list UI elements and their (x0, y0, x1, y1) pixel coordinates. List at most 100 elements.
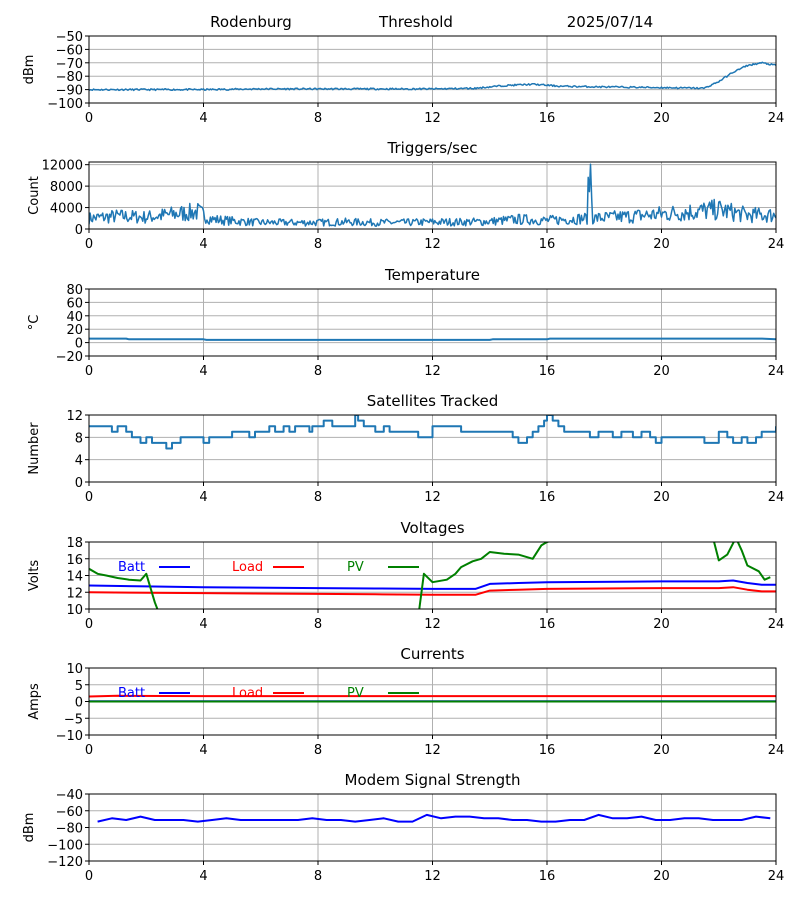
x-tick-label: 0 (85, 111, 93, 126)
y-tick-label: −80 (56, 70, 83, 85)
y-tick-label: 4 (75, 454, 83, 469)
y-tick-label: −70 (56, 57, 83, 72)
x-tick-label: 20 (653, 364, 670, 379)
x-tick-label: 12 (424, 743, 441, 758)
x-tick-label: 24 (768, 869, 785, 884)
x-tick-label: 16 (539, 617, 556, 632)
y-tick-label: 14 (66, 570, 83, 585)
y-tick-label: 0 (75, 696, 83, 711)
x-tick-label: 4 (199, 364, 207, 379)
series-line-load (89, 586, 776, 596)
y-tick-label: 8000 (50, 180, 83, 195)
y-axis-label: dBm (22, 55, 37, 85)
y-axis-label: Number (27, 422, 42, 475)
x-tick-label: 20 (653, 869, 670, 884)
y-axis-label: Amps (27, 683, 42, 720)
x-tick-label: 24 (768, 743, 785, 758)
x-tick-label: 20 (653, 490, 670, 505)
y-tick-label: −50 (56, 30, 83, 45)
y-tick-label: −10 (56, 729, 83, 744)
x-tick-label: 12 (424, 617, 441, 632)
x-tick-label: 16 (539, 237, 556, 252)
x-tick-label: 12 (424, 364, 441, 379)
y-tick-label: 12 (66, 409, 83, 424)
y-tick-label: −80 (56, 822, 83, 837)
y-tick-label: 0 (75, 337, 83, 352)
y-tick-label: −90 (56, 84, 83, 99)
series-group (89, 542, 776, 609)
series-line-triggers-0 (89, 163, 776, 227)
y-tick-label: 10 (66, 662, 83, 677)
trigger-mode: Threshold (378, 13, 453, 31)
x-tick-label: 4 (199, 111, 207, 126)
series-line-temperature-0 (89, 337, 776, 341)
x-tick-label: 4 (199, 617, 207, 632)
series-group (89, 61, 776, 92)
series-group (89, 415, 776, 450)
y-tick-label: 5 (75, 679, 83, 694)
x-tick-label: 4 (199, 743, 207, 758)
x-tick-label: 24 (768, 490, 785, 505)
x-tick-label: 16 (539, 869, 556, 884)
x-tick-label: 12 (424, 237, 441, 252)
x-tick-label: 0 (85, 869, 93, 884)
x-tick-label: 20 (653, 237, 670, 252)
x-tick-label: 12 (424, 490, 441, 505)
x-tick-label: 0 (85, 490, 93, 505)
y-tick-label: 0 (75, 476, 83, 491)
y-tick-label: 12000 (42, 159, 83, 174)
y-tick-label: 60 (66, 296, 83, 311)
x-tick-label: 16 (539, 743, 556, 758)
y-tick-label: 40 (66, 310, 83, 325)
y-axis-label: Volts (27, 560, 42, 592)
x-tick-label: 8 (314, 111, 322, 126)
y-tick-label: 16 (66, 553, 83, 568)
panel-title: Voltages (400, 519, 464, 537)
x-tick-label: 16 (539, 490, 556, 505)
y-tick-label: −120 (47, 855, 83, 870)
station-name: Rodenburg (210, 13, 292, 31)
x-tick-label: 24 (768, 111, 785, 126)
x-tick-label: 24 (768, 617, 785, 632)
x-tick-label: 4 (199, 490, 207, 505)
y-tick-label: −40 (56, 788, 83, 803)
legend-label-pv: PV (347, 560, 364, 575)
y-tick-label: −100 (47, 97, 83, 112)
x-tick-label: 20 (653, 111, 670, 126)
x-tick-label: 20 (653, 617, 670, 632)
x-tick-label: 0 (85, 617, 93, 632)
x-tick-label: 16 (539, 364, 556, 379)
x-tick-label: 24 (768, 237, 785, 252)
series-line-pv (89, 542, 771, 609)
series-line-batt (89, 579, 776, 590)
legend-label-load: Load (232, 560, 263, 575)
x-tick-label: 8 (314, 617, 322, 632)
series-line-satellites-0 (89, 415, 776, 450)
x-tick-label: 4 (199, 869, 207, 884)
legend-label-load: Load (232, 686, 263, 701)
series-group (97, 813, 771, 823)
x-tick-label: 16 (539, 111, 556, 126)
x-tick-label: 8 (314, 237, 322, 252)
panel-modem: 0 4 8 12 16 20 24 −120 −100−80 −60 −40 Modem Signal… (22, 771, 784, 884)
x-tick-label: 12 (424, 869, 441, 884)
x-tick-label: 12 (424, 111, 441, 126)
x-tick-label: 0 (85, 364, 93, 379)
y-tick-label: −60 (56, 43, 83, 58)
y-tick-label: −60 (56, 805, 83, 820)
x-tick-label: 0 (85, 743, 93, 758)
series-group (89, 694, 776, 703)
x-tick-label: 8 (314, 743, 322, 758)
series-line-modem-0 (97, 813, 771, 823)
x-tick-label: 8 (314, 869, 322, 884)
series-line-load (89, 694, 776, 698)
x-tick-label: 4 (199, 237, 207, 252)
panel-rssi: 0 4 8 12 16 20 24 −100−90−80−70−60−50 dBm (22, 30, 784, 126)
series-group (89, 337, 776, 341)
x-tick-label: 24 (768, 364, 785, 379)
panel-title: Modem Signal Strength (345, 771, 521, 789)
series-line-rssi-0 (89, 61, 776, 92)
